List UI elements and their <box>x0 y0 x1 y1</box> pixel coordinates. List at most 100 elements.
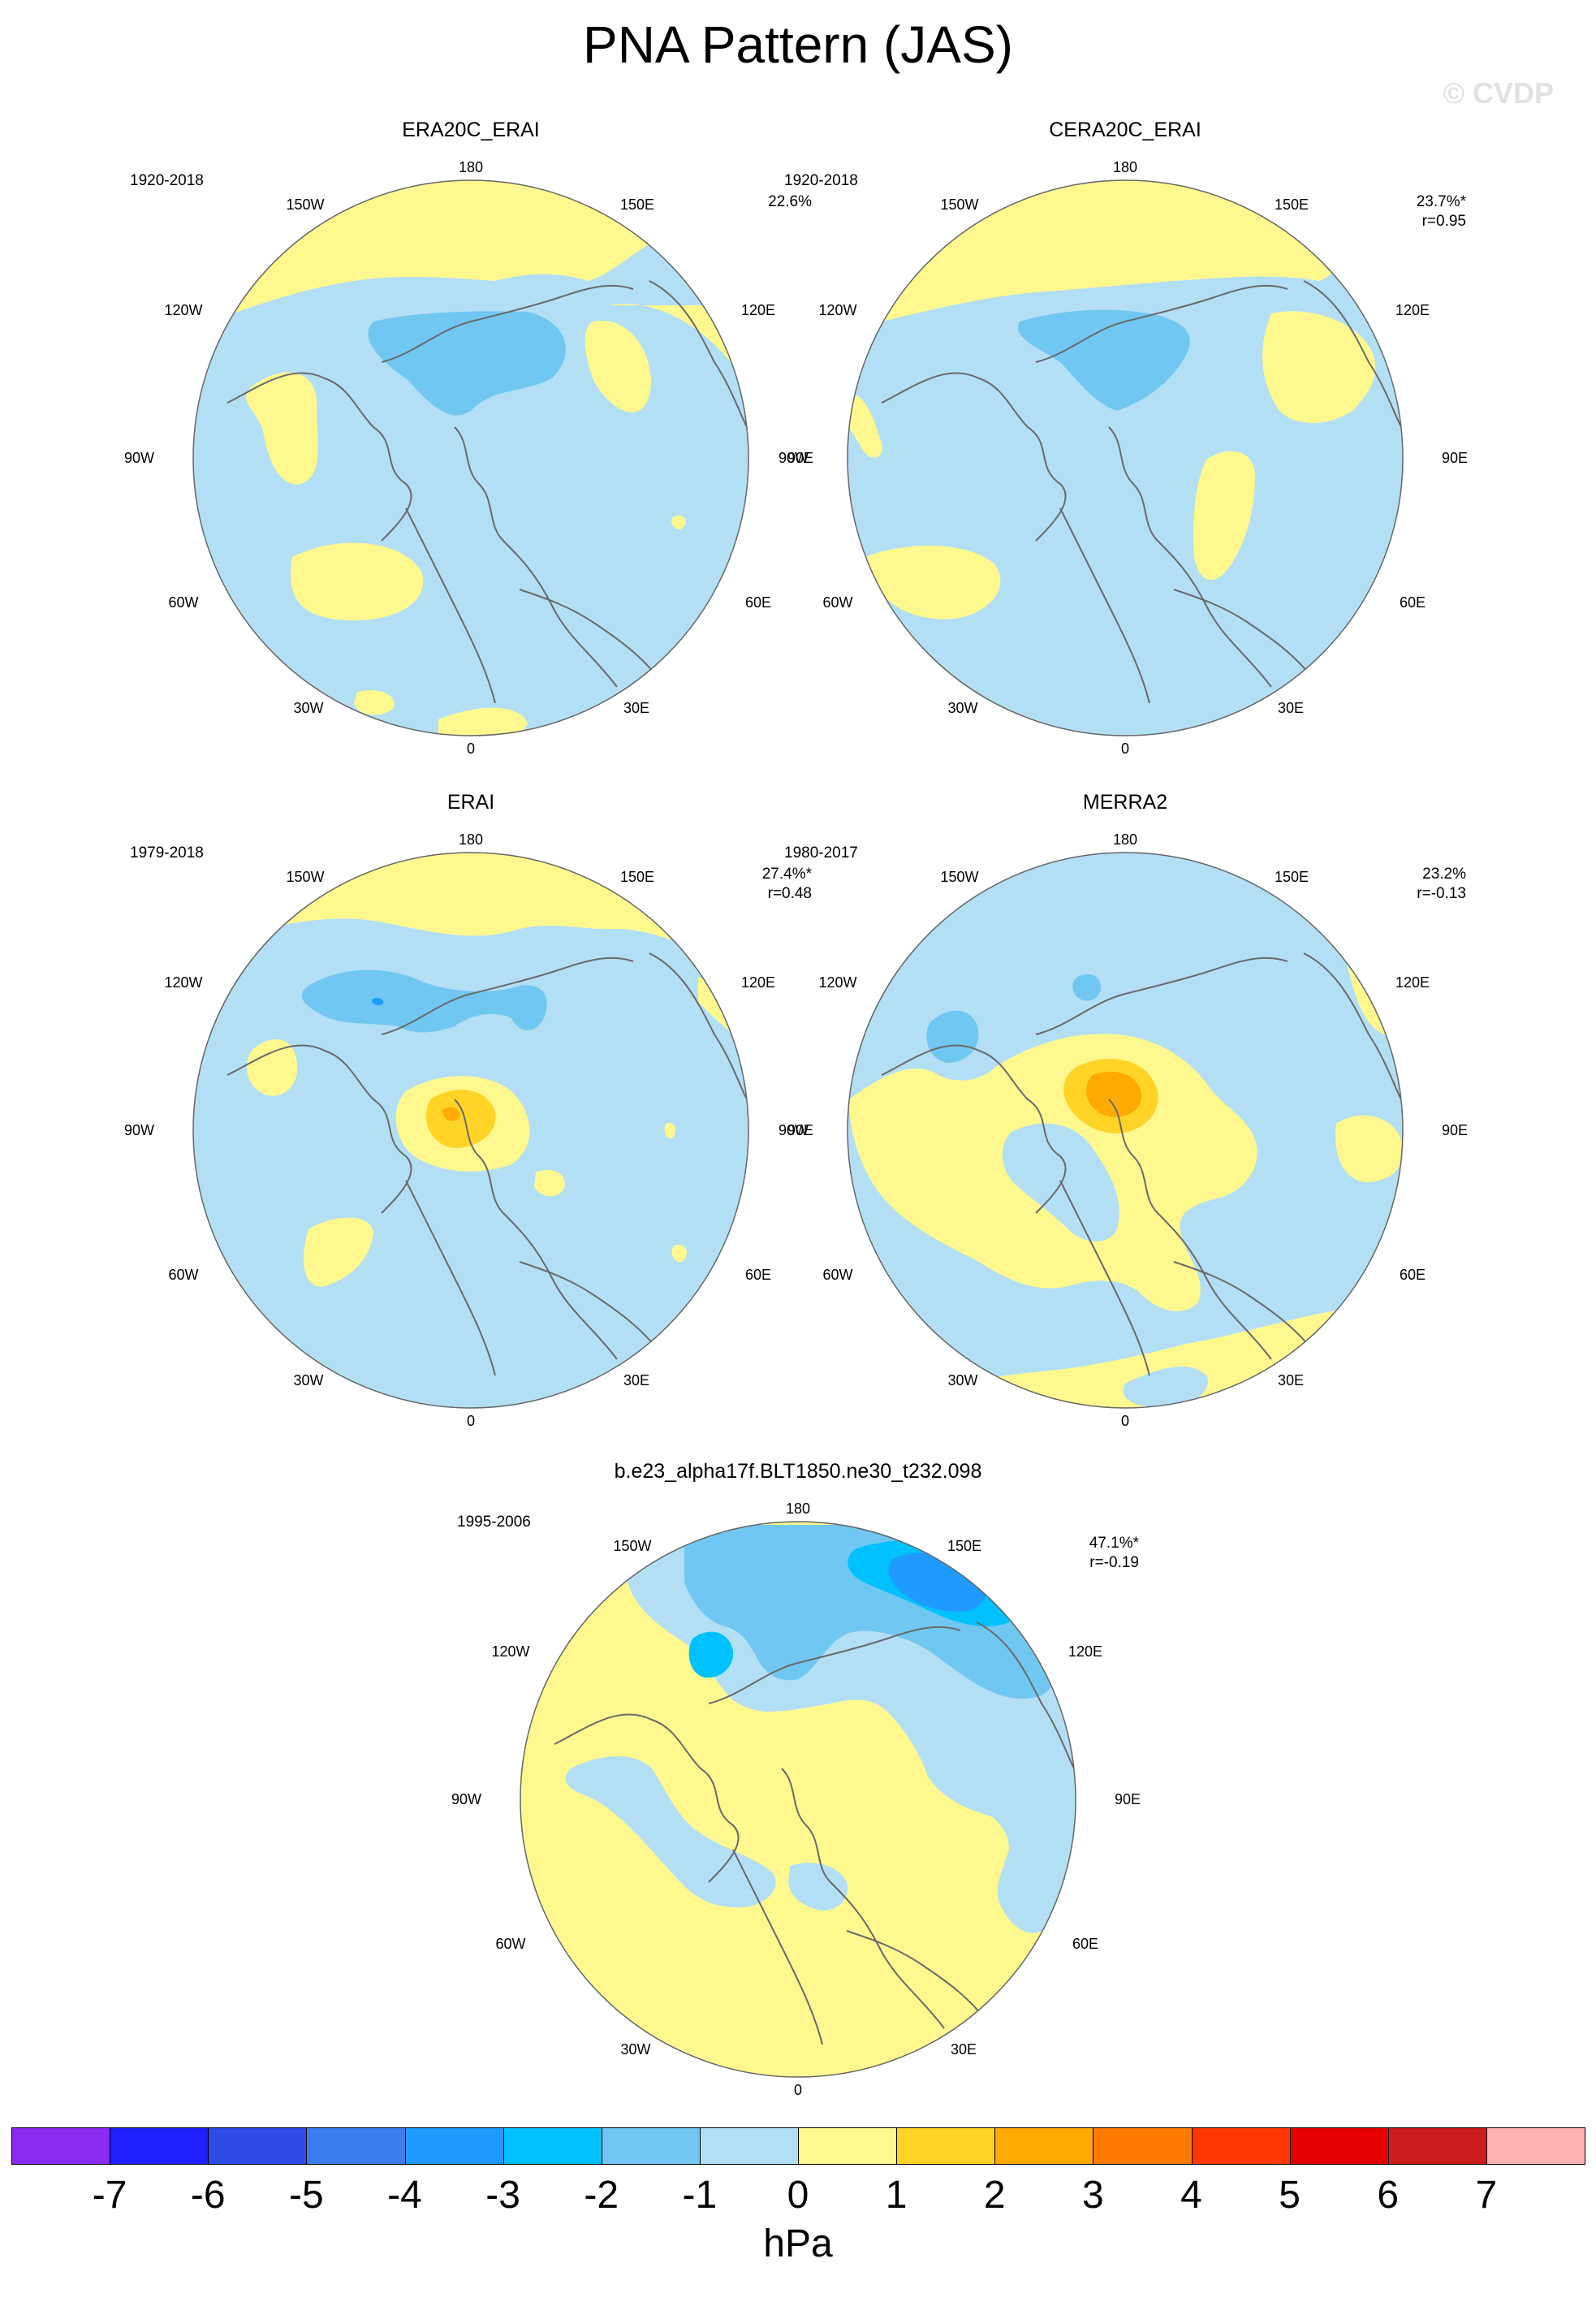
lon-label: 180 <box>459 159 483 175</box>
lon-label: 90E <box>1115 1791 1141 1807</box>
lon-label: 0 <box>794 2082 802 2098</box>
lon-label: 150E <box>1275 196 1309 213</box>
lon-label: 120E <box>741 974 775 991</box>
lon-label: 60E <box>745 594 771 611</box>
lon-label: 90W <box>779 1122 809 1138</box>
variance-percent: 23.7%* <box>1416 193 1466 210</box>
positive-anomaly-region <box>865 546 1001 620</box>
colorbar-tick-label: -7 <box>92 2174 127 2217</box>
lon-label: 150W <box>940 869 978 885</box>
colorbar-cell <box>699 2127 799 2165</box>
positive-anomaly-region <box>534 1169 565 1197</box>
lon-label: 180 <box>459 831 483 848</box>
colorbar-cell <box>1387 2127 1487 2165</box>
lon-label: 120W <box>818 302 856 318</box>
lon-label: 180 <box>1113 831 1137 848</box>
pattern-correlation: r=0.48 <box>767 885 812 902</box>
lon-label: 60E <box>745 1267 771 1283</box>
lon-label: 120E <box>741 302 775 318</box>
coastline <box>226 952 748 1376</box>
negative-anomaly-region <box>1123 1367 1208 1408</box>
variance-percent: 27.4%* <box>761 866 812 883</box>
lon-label: 30W <box>947 700 977 716</box>
map-panel-era20c-erai: ERA20C_ERAI 1920-2018 22.6% 180 150E 120… <box>114 119 828 817</box>
map-boundary <box>192 852 749 1409</box>
negative-anomaly-region <box>1072 974 1102 1001</box>
cvdp-watermark: © CVDP <box>1443 76 1554 110</box>
lon-label: 0 <box>1121 1413 1129 1429</box>
lon-label: 120E <box>1395 302 1430 318</box>
variance-percent: 23.2% <box>1422 866 1466 883</box>
lon-label: 120E <box>1395 974 1430 991</box>
lon-label: 120W <box>818 974 856 991</box>
colorbar-tick-label: 3 <box>1082 2174 1104 2217</box>
lon-label: 30E <box>623 700 649 716</box>
lon-label: 60E <box>1400 1267 1426 1283</box>
map-boundary <box>520 1521 1076 2078</box>
lon-label: 60W <box>495 1936 525 1952</box>
negative-anomaly-region <box>301 969 547 1033</box>
colorbar-tick-label: -6 <box>190 2174 226 2217</box>
colorbar-cell <box>1191 2127 1291 2165</box>
coastline <box>881 952 1402 1376</box>
positive-anomaly-region <box>671 1245 688 1263</box>
positive-anomaly-region <box>1335 1115 1403 1182</box>
positive-anomaly-region <box>664 1123 676 1139</box>
lon-label: 120W <box>491 1643 529 1660</box>
colorbar <box>11 2127 1585 2165</box>
panel-title: CERA20C_ERAI <box>1049 119 1201 141</box>
colorbar-tick-label: 6 <box>1377 2174 1400 2217</box>
coastline <box>554 1622 1075 2045</box>
period-label: 1980-2017 <box>784 844 858 862</box>
lon-label: 0 <box>467 741 475 757</box>
positive-anomaly-region <box>303 1217 373 1287</box>
lon-label: 90W <box>124 450 154 466</box>
lon-label: 150W <box>286 869 324 885</box>
lon-label: 0 <box>1121 741 1129 757</box>
lon-label: 150W <box>286 196 324 213</box>
map-panel-erai: ERAI 1979-2018 27.4%* r=0.48 180 150E 12… <box>114 791 828 1489</box>
colorbar-cell <box>1486 2127 1585 2165</box>
lon-label: 30E <box>951 2041 977 2058</box>
negative-anomaly-region <box>926 1010 979 1063</box>
colorbar-tick-label: 1 <box>885 2174 908 2217</box>
positive-anomaly-region <box>291 542 424 621</box>
period-label: 1920-2018 <box>130 172 204 189</box>
lon-label: 90E <box>1442 450 1468 466</box>
lon-label: 30W <box>293 700 323 716</box>
lon-label: 90E <box>787 1122 813 1138</box>
colorbar-tick-label: 4 <box>1180 2174 1202 2217</box>
negative-anomaly-region <box>372 998 384 1006</box>
map-boundary <box>847 852 1404 1409</box>
colorbar-tick-label: 5 <box>1279 2174 1301 2217</box>
lon-label: 180 <box>786 1501 810 1517</box>
lon-label: 30E <box>1278 1372 1304 1388</box>
negative-anomaly-region <box>565 1756 776 1908</box>
colorbar-cell <box>896 2127 996 2165</box>
panel-title: ERA20C_ERAI <box>402 119 540 141</box>
colorbar-tick-label: -3 <box>485 2174 520 2217</box>
positive-anomaly-region <box>1262 311 1376 423</box>
lon-label: 150E <box>620 196 654 213</box>
panel-title: ERAI <box>446 791 495 814</box>
lon-label: 90W <box>779 450 809 466</box>
colorbar-tick-label: -2 <box>584 2174 619 2217</box>
positive-anomaly-region <box>438 707 528 736</box>
positive-anomaly-region <box>890 1246 1403 1408</box>
positive-anomaly-region <box>425 1090 496 1148</box>
colorbar-cell <box>1093 2127 1193 2165</box>
colorbar-units: hPa <box>763 2222 833 2265</box>
positive-anomaly-region <box>1193 451 1255 581</box>
map-boundary <box>847 179 1404 736</box>
colorbar-cell <box>798 2127 898 2165</box>
colorbar-cell <box>208 2127 308 2165</box>
lon-label: 150W <box>613 1538 651 1554</box>
colorbar-cell <box>110 2127 209 2165</box>
map-boundary <box>192 179 749 736</box>
lon-label: 150E <box>620 869 654 885</box>
lon-label: 30E <box>623 1372 649 1388</box>
lon-label: 180 <box>1113 159 1137 175</box>
colorbar-tick-label: 0 <box>787 2174 809 2217</box>
negative-anomaly-region <box>1018 309 1190 411</box>
lon-label: 60W <box>822 1267 852 1283</box>
